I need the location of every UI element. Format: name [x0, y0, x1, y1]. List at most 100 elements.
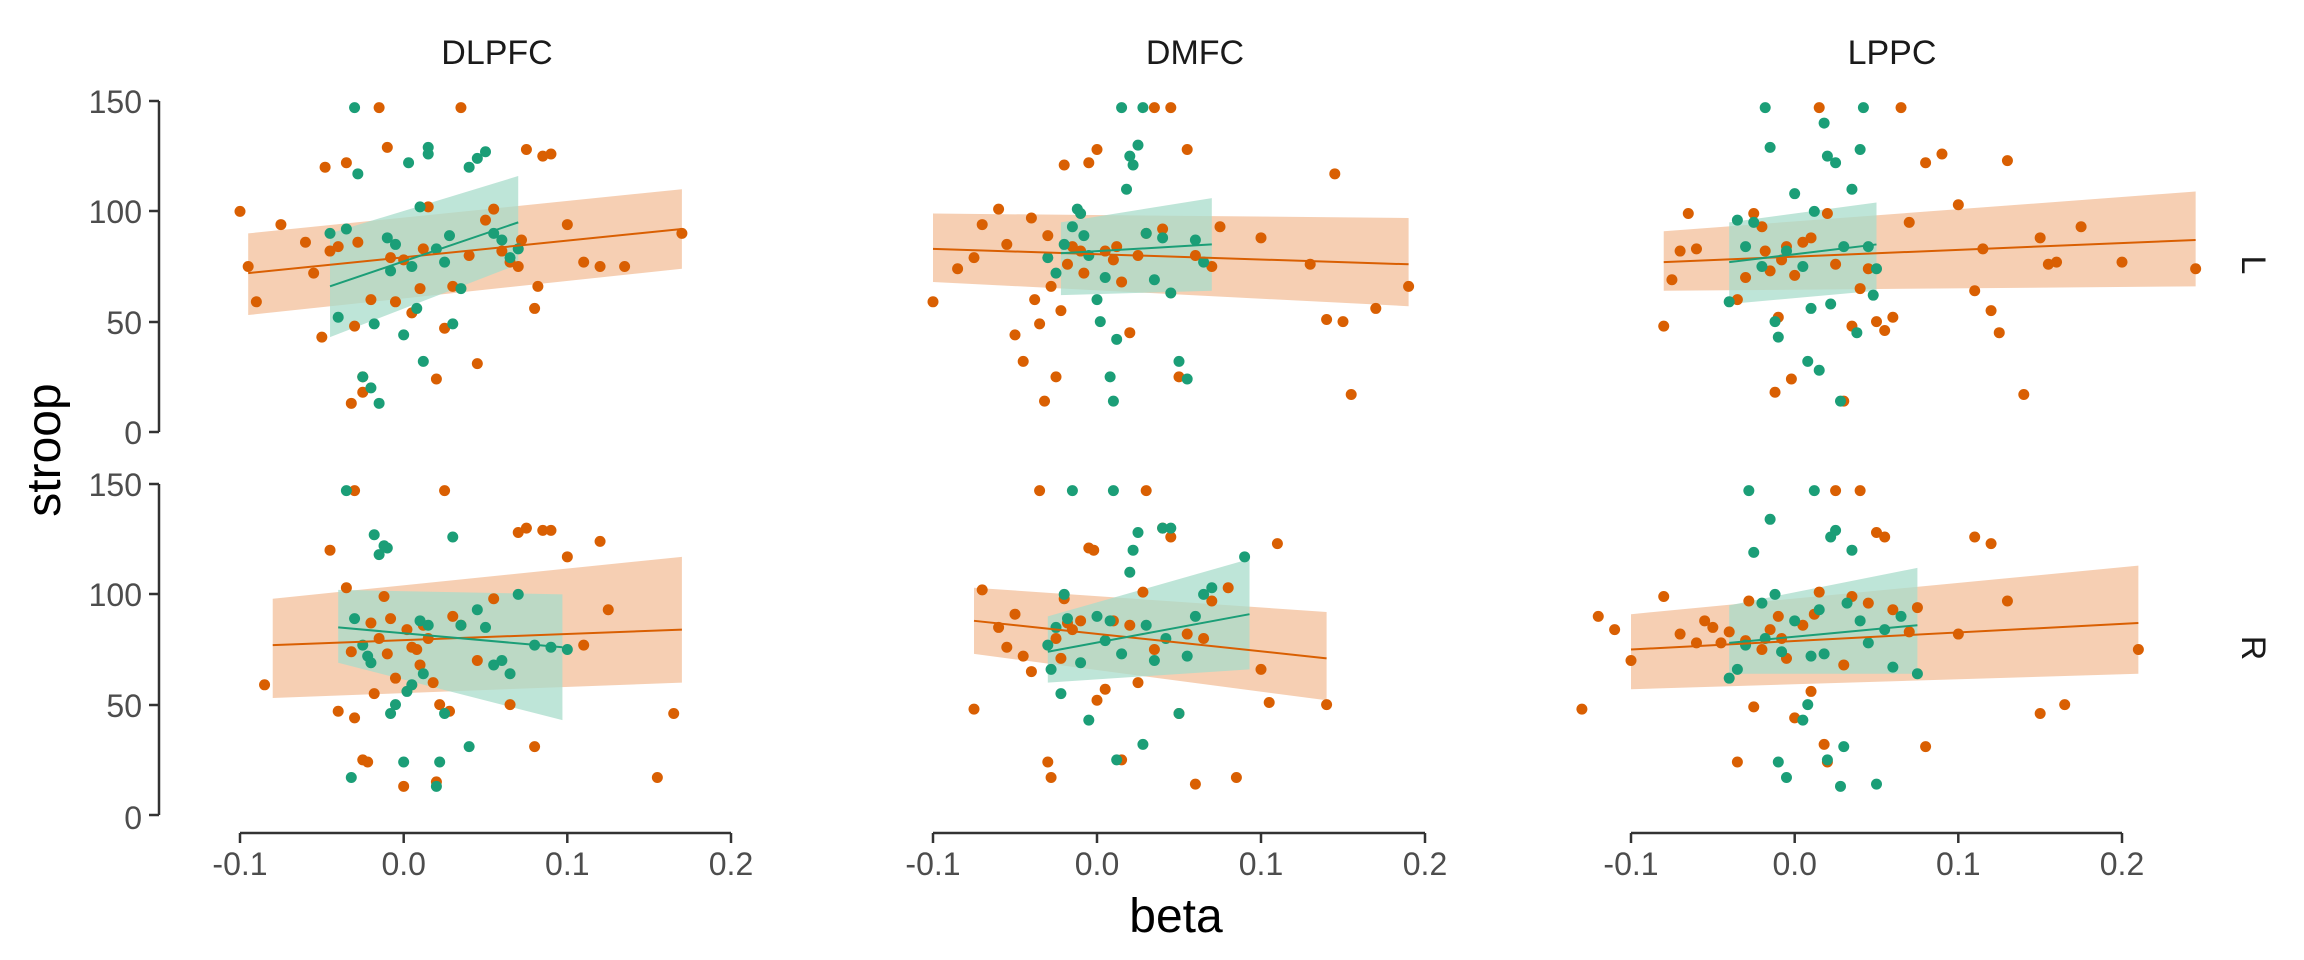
- green-point: [512, 588, 524, 600]
- orange-point: [1132, 677, 1144, 689]
- green-point: [1173, 355, 1185, 367]
- orange-point: [308, 267, 320, 279]
- green-fit-line: [1047, 613, 1250, 653]
- orange-point: [504, 699, 516, 711]
- orange-point: [1206, 595, 1218, 607]
- green-point: [1723, 672, 1735, 684]
- orange-point: [345, 646, 357, 658]
- orange-point: [968, 252, 980, 264]
- orange-point: [1230, 771, 1242, 783]
- orange-point: [1091, 694, 1103, 706]
- orange-point: [1066, 624, 1078, 636]
- orange-point: [927, 296, 939, 308]
- orange-point: [1189, 778, 1201, 790]
- green-point: [1825, 298, 1837, 310]
- x-tick-label: 0.2: [1403, 846, 1447, 882]
- green-point: [1780, 771, 1792, 783]
- green-point: [1776, 646, 1788, 658]
- orange-point: [1055, 652, 1067, 664]
- green-point: [406, 261, 418, 272]
- green-confidence-band: [1060, 198, 1212, 296]
- orange-point: [1165, 102, 1177, 114]
- orange-point: [1674, 628, 1686, 640]
- green-point: [1769, 316, 1781, 328]
- orange-point: [512, 527, 524, 539]
- orange-fit-line: [248, 227, 683, 275]
- orange-point: [1969, 531, 1981, 543]
- column-strip-label: DLPFC: [441, 34, 552, 72]
- x-tick-label: 0.0: [1772, 846, 1816, 882]
- orange-point: [1805, 685, 1817, 697]
- green-point: [414, 201, 426, 213]
- orange-point: [668, 707, 680, 719]
- green-point: [1099, 272, 1111, 284]
- orange-point: [1785, 373, 1797, 385]
- green-point: [1104, 615, 1116, 627]
- orange-point: [1813, 586, 1825, 598]
- green-point: [545, 641, 557, 653]
- green-point: [1042, 639, 1054, 651]
- orange-point: [1743, 595, 1755, 607]
- green-point: [340, 485, 352, 497]
- green-point: [406, 679, 418, 691]
- y-tick-label: 50: [106, 305, 142, 341]
- green-point: [1830, 524, 1842, 536]
- green-point: [1887, 661, 1899, 673]
- green-point: [1723, 296, 1735, 308]
- orange-point: [545, 524, 557, 536]
- orange-point: [1903, 216, 1915, 228]
- orange-point: [1772, 610, 1784, 622]
- green-point: [417, 668, 429, 680]
- green-point: [1802, 699, 1814, 711]
- x-tick-label: 0.0: [381, 846, 425, 882]
- orange-fit-line: [1630, 622, 2139, 651]
- orange-point: [1321, 699, 1333, 711]
- orange-point: [398, 780, 410, 792]
- orange-point: [345, 397, 357, 409]
- orange-point: [1952, 628, 1964, 640]
- panel-dlpfc-l: [234, 102, 688, 409]
- column-strip-label: LPPC: [1848, 34, 1937, 72]
- green-point: [373, 397, 385, 409]
- green-point: [1104, 371, 1116, 383]
- green-point: [443, 230, 455, 242]
- green-point: [1189, 610, 1201, 622]
- orange-point: [1058, 159, 1070, 171]
- orange-point: [427, 677, 439, 689]
- orange-point: [389, 672, 401, 684]
- green-point: [1838, 741, 1850, 753]
- green-point: [365, 657, 377, 669]
- green-point: [1165, 522, 1177, 534]
- orange-point: [1609, 624, 1621, 636]
- orange-point: [1911, 602, 1923, 614]
- panel-lppc-r: [1576, 485, 2144, 792]
- green-point: [1181, 650, 1193, 662]
- y-tick-label: 50: [106, 688, 142, 724]
- orange-point: [1993, 327, 2005, 339]
- x-tick-label: 0.2: [709, 846, 753, 882]
- orange-point: [1920, 157, 1932, 169]
- orange-point: [1050, 632, 1062, 644]
- orange-point: [1263, 696, 1275, 708]
- green-point: [496, 234, 508, 246]
- orange-point: [2116, 256, 2128, 268]
- green-point: [1061, 613, 1073, 625]
- orange-point: [1871, 527, 1882, 539]
- orange-point: [1658, 320, 1670, 332]
- green-point: [368, 529, 380, 541]
- orange-point: [1756, 644, 1768, 655]
- orange-point: [2034, 707, 2046, 719]
- orange-point: [1830, 485, 1842, 497]
- orange-point: [1017, 355, 1029, 367]
- green-point: [1148, 274, 1160, 286]
- orange-point: [434, 699, 446, 711]
- orange-point: [1821, 208, 1833, 220]
- orange-point: [430, 373, 442, 385]
- orange-point: [488, 593, 500, 605]
- orange-point: [520, 522, 532, 534]
- orange-point: [1723, 626, 1735, 638]
- orange-point: [1797, 619, 1809, 631]
- x-tick-label: -0.1: [1603, 846, 1658, 882]
- orange-point: [1666, 274, 1678, 286]
- orange-point: [414, 659, 426, 671]
